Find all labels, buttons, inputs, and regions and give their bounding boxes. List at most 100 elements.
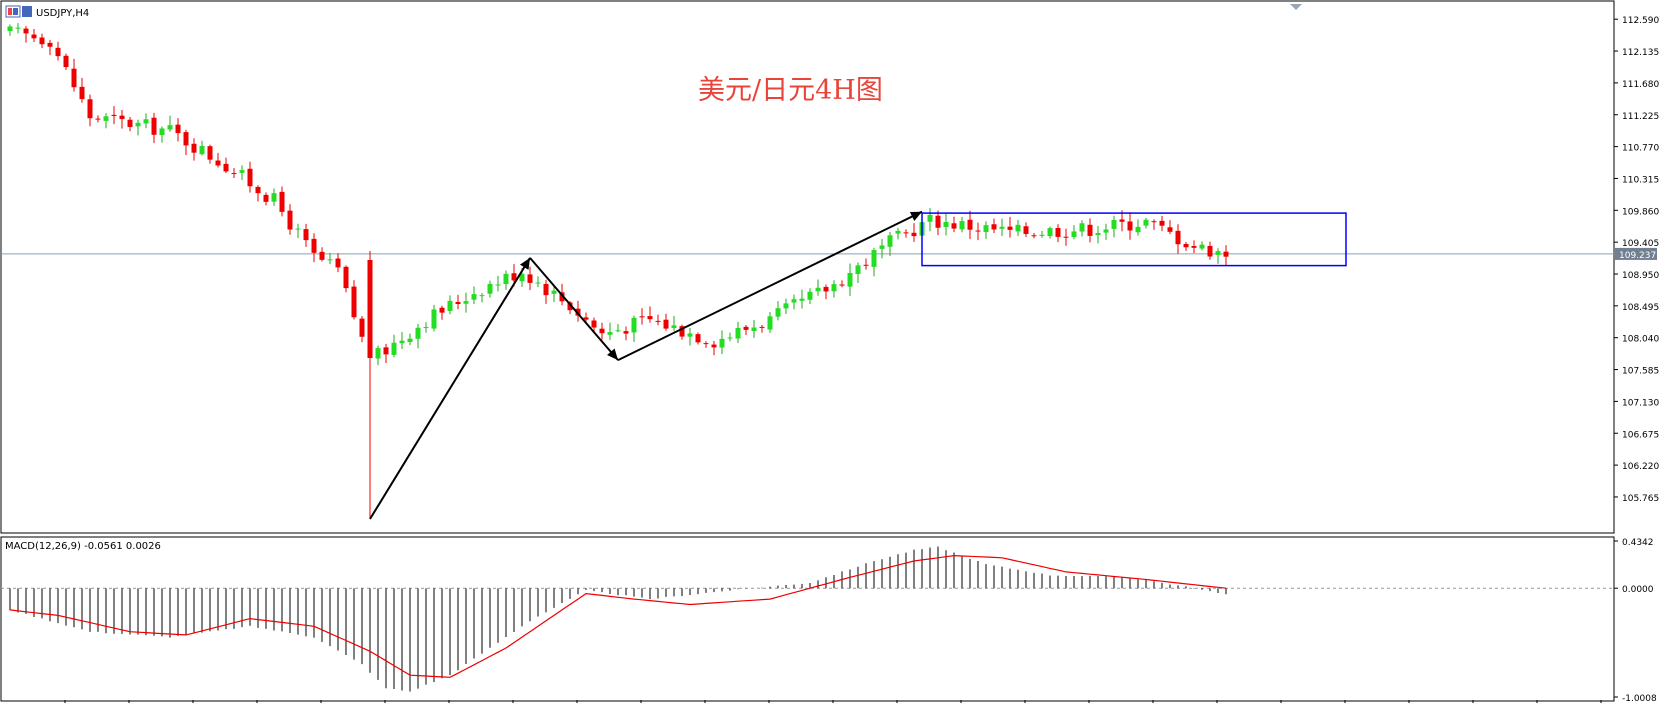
candle bbox=[1063, 228, 1069, 246]
candle bbox=[103, 113, 109, 129]
candle bbox=[831, 280, 837, 298]
candle bbox=[503, 270, 509, 290]
candle bbox=[1183, 242, 1189, 251]
candle bbox=[583, 312, 589, 322]
candle bbox=[543, 279, 549, 304]
current-price-tag bbox=[1615, 247, 1657, 260]
price-tick-label: 109.405 bbox=[1622, 239, 1659, 249]
candle bbox=[183, 129, 189, 156]
candle bbox=[383, 343, 389, 363]
candle bbox=[591, 317, 597, 333]
candle bbox=[463, 292, 469, 313]
candle bbox=[807, 288, 813, 305]
price-tick-label: 107.130 bbox=[1622, 398, 1659, 408]
candle bbox=[391, 334, 397, 358]
candle bbox=[799, 289, 805, 309]
chart-annotation: 美元/日元4H图 bbox=[698, 75, 883, 106]
candle bbox=[223, 157, 229, 174]
candle bbox=[959, 216, 965, 233]
candle bbox=[191, 138, 197, 161]
candle bbox=[927, 208, 933, 232]
candle bbox=[639, 308, 645, 325]
candle bbox=[271, 188, 277, 206]
candle bbox=[7, 24, 13, 36]
candle bbox=[431, 305, 437, 332]
candle bbox=[1135, 219, 1141, 236]
candle bbox=[687, 328, 693, 346]
candle bbox=[823, 284, 829, 300]
price-axis: 112.590 112.135 111.680 111.225 110.770 110.3… bbox=[1614, 16, 1659, 504]
chart-type-icon bbox=[22, 6, 32, 17]
price-tick-label: 106.675 bbox=[1622, 430, 1659, 440]
symbol-label: USDJPY,H4 bbox=[36, 8, 89, 19]
candle bbox=[127, 116, 133, 132]
candle bbox=[879, 238, 885, 259]
candle bbox=[71, 58, 77, 92]
candle bbox=[295, 223, 301, 239]
price-tick-label: 109.860 bbox=[1622, 207, 1659, 217]
candle bbox=[255, 185, 261, 202]
candle bbox=[735, 321, 741, 344]
candle bbox=[247, 161, 253, 193]
price-tick-label: 110.315 bbox=[1622, 175, 1659, 185]
candles bbox=[7, 23, 1229, 519]
candle bbox=[479, 293, 485, 303]
candle bbox=[375, 345, 381, 366]
candle bbox=[1151, 219, 1157, 230]
candle bbox=[1079, 220, 1085, 237]
candle bbox=[79, 77, 85, 103]
candle bbox=[23, 26, 29, 43]
candle bbox=[663, 313, 669, 331]
candle bbox=[1055, 224, 1061, 243]
candle bbox=[319, 247, 325, 262]
candle bbox=[239, 165, 245, 181]
candle bbox=[167, 115, 173, 132]
candle bbox=[535, 276, 541, 288]
candle bbox=[711, 340, 717, 356]
candle bbox=[471, 286, 477, 305]
candle bbox=[631, 315, 637, 342]
candle bbox=[1199, 241, 1205, 251]
candle bbox=[871, 247, 877, 277]
candle bbox=[287, 204, 293, 235]
price-tick-label: 106.220 bbox=[1622, 462, 1659, 472]
candle bbox=[135, 119, 141, 136]
candle bbox=[967, 210, 973, 240]
macd-panel-frame bbox=[0, 536, 1615, 702]
candle bbox=[303, 223, 309, 248]
candle bbox=[703, 341, 709, 348]
candle bbox=[335, 253, 341, 273]
candle bbox=[15, 23, 21, 34]
candle bbox=[1095, 226, 1101, 244]
candle bbox=[119, 109, 125, 129]
candle bbox=[855, 262, 861, 283]
candle bbox=[1039, 230, 1045, 238]
candle bbox=[991, 218, 997, 233]
candle bbox=[551, 285, 557, 303]
candle bbox=[311, 233, 317, 263]
candle bbox=[1215, 248, 1221, 264]
candle bbox=[359, 315, 365, 343]
candle bbox=[87, 94, 93, 127]
macd-signal-line bbox=[9, 554, 1227, 678]
candle bbox=[487, 280, 493, 298]
trend-arrows bbox=[369, 210, 923, 520]
candle bbox=[1087, 218, 1093, 243]
candle bbox=[775, 301, 781, 321]
candle bbox=[815, 279, 821, 296]
candle bbox=[55, 41, 61, 61]
candle bbox=[63, 53, 69, 70]
macd-indicator bbox=[1, 546, 1614, 692]
macd-title: MACD(12,26,9) -0.0561 0.0026 bbox=[5, 541, 161, 552]
candle bbox=[263, 192, 269, 206]
candle bbox=[111, 106, 117, 125]
candle bbox=[423, 322, 429, 333]
candle bbox=[1015, 219, 1021, 237]
candle bbox=[1191, 240, 1197, 254]
candle bbox=[647, 306, 653, 323]
candle bbox=[1143, 217, 1149, 229]
candle bbox=[999, 218, 1005, 237]
candle bbox=[367, 250, 373, 519]
candle bbox=[943, 212, 949, 236]
